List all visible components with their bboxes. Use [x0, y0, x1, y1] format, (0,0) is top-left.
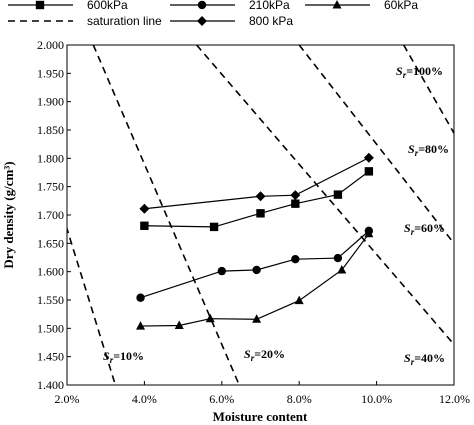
x-tick-label: 4.0% — [132, 392, 157, 406]
y-axis-title: Dry density (g/cm³) — [1, 161, 16, 268]
legend-marker-60kpa — [332, 0, 342, 9]
y-tick-label: 1.750 — [37, 180, 64, 194]
saturation-label: Sr=10% — [103, 349, 144, 365]
saturation-line — [455, 45, 474, 65]
saturation-lines — [67, 45, 474, 385]
legend-label-60kpa: 60kPa — [384, 0, 418, 12]
data-point-210kpa — [217, 266, 226, 276]
saturation-line — [298, 45, 453, 241]
data-series — [136, 152, 374, 330]
data-point-60kpa — [294, 295, 304, 305]
y-tick-label: 1.500 — [37, 321, 64, 335]
series-line-600kpa — [144, 170, 370, 228]
data-point-60kpa — [174, 320, 184, 329]
legend-label-210kpa: 210kPa — [249, 0, 290, 12]
x-tick-label: 12.0% — [439, 392, 470, 406]
series-line-60kpa — [140, 233, 370, 327]
y-tick-label: 1.650 — [37, 236, 64, 250]
y-tick-label: 1.600 — [37, 265, 64, 279]
legend-label-800-kpa: 800 kPa — [249, 14, 293, 28]
legend: 600kPa 210kPa 60kPa saturation line 800 kPa — [8, 0, 418, 28]
y-axis: 1.400 1.450 1.500 1.550 1.600 1.650 1.700 1.750… — [37, 38, 71, 392]
data-point-210kpa — [333, 253, 343, 263]
data-point-600kpa — [364, 167, 374, 176]
data-point-600kpa — [333, 190, 343, 199]
legend-marker-800-kpa — [197, 16, 207, 26]
legend-marker-600kpa — [35, 0, 45, 10]
data-point-800kpa — [139, 203, 150, 214]
data-point-600kpa — [291, 199, 300, 208]
legend-label-saturation-line: saturation line — [87, 14, 162, 28]
data-point-60kpa — [205, 313, 215, 323]
x-tick-label: 8.0% — [287, 392, 312, 406]
y-tick-label: 1.800 — [37, 151, 64, 165]
data-point-60kpa — [337, 264, 347, 274]
data-point-210kpa — [136, 293, 145, 302]
saturation-label: Sr=60% — [404, 221, 445, 237]
y-tick-label: 1.550 — [37, 293, 64, 307]
saturation-line — [402, 45, 454, 135]
legend-label-600kpa: 600kPa — [87, 0, 128, 12]
x-axis: 2.0% 4.0% 6.0% 8.0% 10.0% 12.0% — [55, 381, 470, 406]
data-point-60kpa — [364, 228, 374, 238]
saturation-labels: Sr=10% Sr=20% Sr=40% Sr=60% Sr=80% Sr=100% — [103, 64, 449, 367]
data-point-60kpa — [252, 314, 262, 323]
series-line-210kpa — [140, 230, 370, 299]
saturation-line — [92, 45, 240, 385]
x-tick-label: 2.0% — [55, 392, 80, 406]
x-axis-title: Moisture content — [213, 409, 308, 424]
legend-marker-210kpa — [197, 0, 207, 10]
y-tick-label: 1.850 — [37, 123, 64, 137]
saturation-label: Sr=20% — [244, 347, 285, 363]
data-point-800kpa — [255, 191, 266, 202]
saturation-line — [196, 45, 454, 346]
y-tick-label: 2.000 — [37, 38, 64, 52]
data-point-600kpa — [209, 222, 219, 232]
y-tick-label: 1.900 — [37, 95, 64, 109]
saturation-label: Sr=80% — [408, 142, 449, 158]
x-tick-label: 10.0% — [361, 392, 392, 406]
saturation-line — [67, 226, 117, 385]
y-tick-label: 1.700 — [37, 208, 64, 222]
data-point-600kpa — [256, 209, 265, 218]
data-point-60kpa — [136, 321, 146, 330]
y-tick-label: 1.400 — [37, 378, 64, 392]
series-line-800kpa — [144, 157, 370, 210]
x-tick-label: 6.0% — [209, 392, 234, 406]
y-tick-label: 1.950 — [37, 66, 64, 80]
data-point-210kpa — [291, 255, 300, 264]
y-tick-label: 1.450 — [37, 350, 64, 364]
saturation-label: Sr=100% — [396, 64, 443, 80]
data-point-800kpa — [363, 152, 374, 163]
saturation-label: Sr=40% — [404, 351, 445, 367]
data-point-600kpa — [140, 221, 149, 230]
data-point-210kpa — [252, 265, 261, 275]
data-point-800kpa — [290, 190, 301, 201]
